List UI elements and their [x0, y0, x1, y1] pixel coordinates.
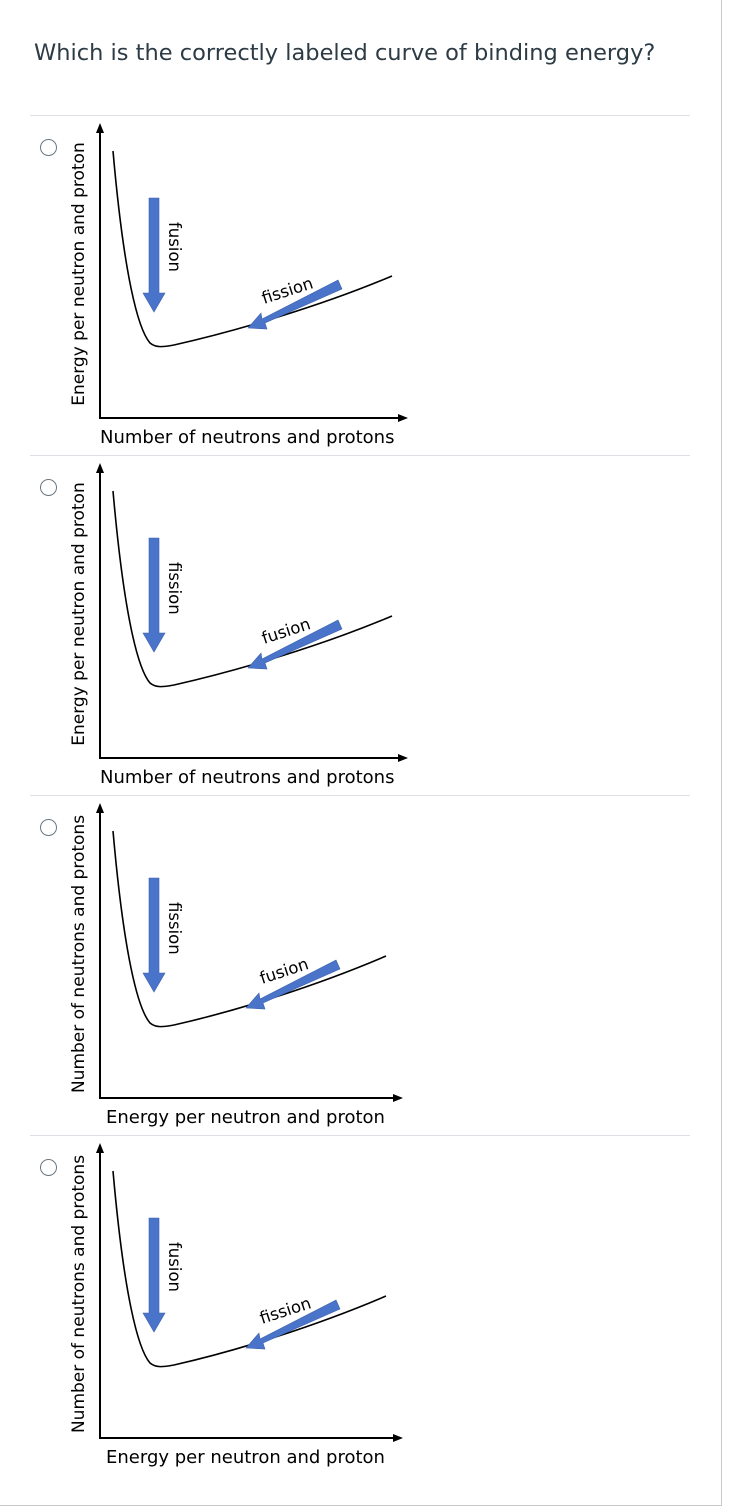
answer-option-3[interactable]: fission fusion Number of neutrons and pr… [30, 795, 690, 1136]
radio-button-option-1[interactable] [40, 139, 57, 156]
shallow-arrow [247, 619, 343, 670]
steep-arrow-label: fission [165, 902, 184, 955]
binding-energy-curve [112, 830, 387, 1028]
y-axis-label: Energy per neutron and proton [69, 482, 89, 745]
binding-energy-curve [112, 1170, 387, 1368]
binding-energy-diagram-1: fusion fission Energy per neutron and pr… [69, 123, 408, 448]
binding-energy-diagram-4: fusion fission Number of neutrons and pr… [69, 1143, 403, 1468]
binding-energy-diagram-3: fission fusion Number of neutrons and pr… [69, 803, 403, 1128]
x-axis-arrowhead [398, 754, 408, 762]
steep-arrow-label: fusion [165, 1242, 184, 1292]
x-axis-label: Number of neutrons and protons [100, 427, 394, 448]
steep-arrow [142, 1217, 166, 1333]
radio-button-option-3[interactable] [40, 819, 57, 836]
steep-arrow [142, 537, 166, 653]
answer-option-4[interactable]: fusion fission Number of neutrons and pr… [30, 1135, 690, 1476]
binding-energy-diagram-2: fission fusion Energy per neutron and pr… [69, 463, 408, 788]
x-axis-arrowhead [393, 1434, 403, 1442]
shallow-arrow [247, 279, 343, 330]
y-axis-label: Number of neutrons and protons [69, 815, 89, 1093]
y-axis-label: Number of neutrons and protons [69, 1155, 89, 1433]
binding-energy-curve [112, 150, 393, 348]
radio-button-option-2[interactable] [40, 479, 57, 496]
y-axis-label: Energy per neutron and proton [69, 142, 89, 405]
x-axis-arrowhead [393, 1094, 403, 1102]
y-axis-arrowhead [96, 463, 104, 473]
answer-option-1[interactable]: fusion fission Energy per neutron and pr… [30, 115, 690, 456]
steep-arrow [142, 197, 166, 313]
y-axis-arrowhead [96, 803, 104, 813]
steep-arrow-label: fission [165, 562, 184, 615]
steep-arrow-label: fusion [165, 222, 184, 272]
binding-energy-curve [112, 490, 393, 688]
y-axis-arrowhead [96, 1143, 104, 1153]
shallow-arrow [245, 959, 341, 1010]
x-axis-arrowhead [398, 414, 408, 422]
radio-button-option-4[interactable] [40, 1159, 57, 1176]
y-axis-arrowhead [96, 123, 104, 133]
answer-option-2[interactable]: fission fusion Energy per neutron and pr… [30, 455, 690, 796]
shallow-arrow [245, 1299, 341, 1350]
question-text: Which is the correctly labeled curve of … [34, 40, 656, 66]
x-axis-label: Number of neutrons and protons [100, 767, 394, 788]
steep-arrow [142, 877, 166, 993]
x-axis-label: Energy per neutron and proton [106, 1447, 385, 1468]
x-axis-label: Energy per neutron and proton [106, 1107, 385, 1128]
